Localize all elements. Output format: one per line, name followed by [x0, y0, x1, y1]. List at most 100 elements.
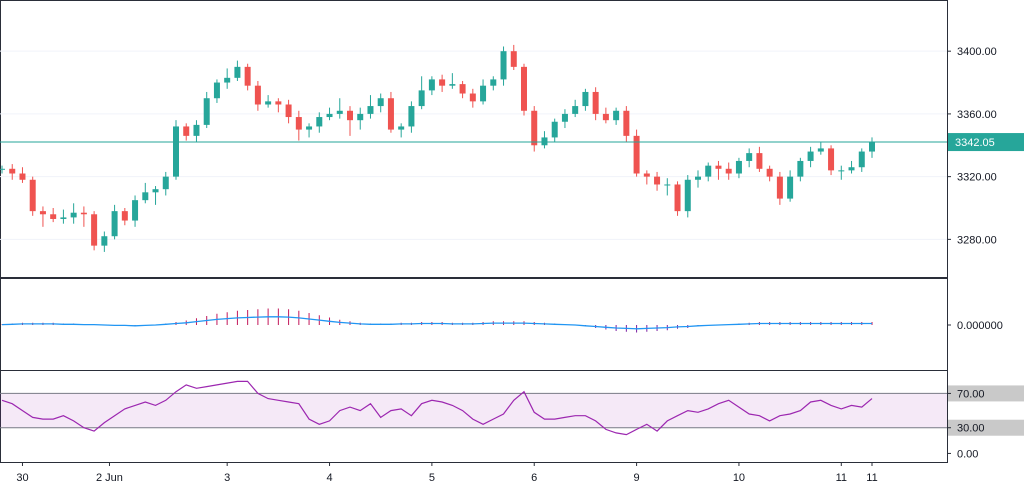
candle-body: [725, 168, 732, 174]
candle-body: [213, 82, 220, 99]
candle-body: [398, 126, 405, 130]
candle-body: [858, 151, 865, 168]
candle-body: [807, 151, 814, 161]
candle-body: [224, 77, 231, 83]
rsi-tick-label: 0.00: [957, 448, 978, 460]
candle-body: [285, 104, 292, 118]
candle-body: [817, 148, 824, 152]
rsi-level-badge: [948, 385, 1024, 402]
candle-body: [602, 113, 609, 121]
price-tick-label: 3320.00: [957, 172, 997, 184]
candle-body: [203, 98, 210, 125]
candle-body: [582, 91, 589, 107]
candle-body: [50, 214, 57, 219]
candle-body: [521, 66, 527, 111]
candle-body: [449, 84, 456, 86]
candle-body: [234, 66, 241, 78]
time-tick-label: 10: [733, 472, 745, 484]
rsi-band: [0, 393, 947, 428]
candle-body: [101, 236, 108, 246]
rsi-line: [1, 380, 873, 436]
candle-body: [643, 173, 650, 177]
time-tick-label: 11: [836, 472, 847, 484]
last-price-badge: [948, 133, 1024, 152]
candle-body: [336, 110, 343, 114]
time-tick-label: 6: [531, 472, 537, 484]
candle-body: [132, 200, 139, 221]
last-price-label: 3342.05: [955, 137, 995, 149]
candle-body: [306, 126, 313, 130]
candle-body: [766, 168, 773, 177]
candle-body: [377, 98, 384, 107]
candle-body: [469, 93, 476, 102]
osc-tick-label: 0.000000: [957, 320, 1003, 332]
price-pane-frame: [0, 0, 948, 278]
candle-body: [387, 98, 394, 130]
candle-body: [695, 176, 701, 180]
candle-body: [633, 135, 640, 174]
candle-body: [121, 211, 128, 221]
axis-layer: 3280.003320.003360.003400.003342.050.000…: [16, 46, 1024, 484]
candle-body: [674, 184, 681, 212]
candle-body: [80, 212, 87, 215]
rsi-tick-label: 70.00: [957, 388, 985, 400]
candle-body: [531, 110, 538, 146]
time-tick-label: 9: [634, 472, 640, 484]
candle-body: [60, 217, 67, 219]
candle-body: [705, 165, 712, 177]
candle-body: [265, 101, 272, 105]
price-tick-label: 3360.00: [957, 109, 997, 121]
candle-body: [797, 160, 804, 177]
candle-body: [684, 179, 691, 212]
candle-body: [756, 153, 763, 169]
candle-body: [490, 79, 497, 86]
price-tick-label: 3400.00: [957, 46, 997, 58]
candle-body: [561, 113, 568, 122]
candle-body: [418, 90, 425, 107]
candle-body: [254, 85, 261, 105]
candle-body: [572, 106, 579, 114]
candle-body: [19, 173, 26, 180]
candle-body: [173, 126, 179, 177]
candle-body: [316, 117, 323, 127]
candle-body: [428, 79, 435, 91]
candle-body: [70, 212, 77, 218]
candle-body: [664, 184, 671, 186]
candle-body: [295, 117, 302, 130]
candle-body: [480, 85, 487, 102]
candle-body: [244, 66, 251, 86]
candle-body: [735, 160, 742, 174]
candle-body: [275, 101, 282, 105]
oscillator-layer: [1, 308, 873, 333]
price-tick-label: 3280.00: [957, 234, 997, 246]
time-tick-label: 3: [224, 472, 230, 484]
candle-body: [367, 106, 374, 114]
candle-body: [838, 170, 845, 172]
candle-body: [510, 51, 517, 67]
oscillator-line: [1, 316, 872, 330]
candle-body: [459, 84, 466, 94]
candle-body: [9, 168, 16, 174]
candle-body: [193, 124, 200, 136]
rsi-layer: [0, 380, 947, 436]
candle-body: [828, 148, 835, 171]
candle-body: [541, 137, 548, 146]
candle-body: [39, 211, 46, 215]
time-tick-label: 5: [429, 472, 435, 484]
candle-body: [347, 110, 353, 121]
candle-body: [746, 153, 753, 161]
candle-body: [183, 126, 190, 136]
candle-body: [162, 176, 169, 190]
candle-body: [111, 211, 118, 237]
candle-body: [654, 176, 661, 185]
price-layer: [0, 44, 947, 252]
candle-body: [869, 142, 875, 152]
candle-body: [500, 51, 507, 80]
candle-body: [623, 110, 630, 136]
candle-body: [776, 176, 783, 199]
candle-body: [408, 106, 415, 127]
candle-body: [357, 113, 364, 121]
time-tick-label: 2 Jun: [96, 472, 123, 484]
